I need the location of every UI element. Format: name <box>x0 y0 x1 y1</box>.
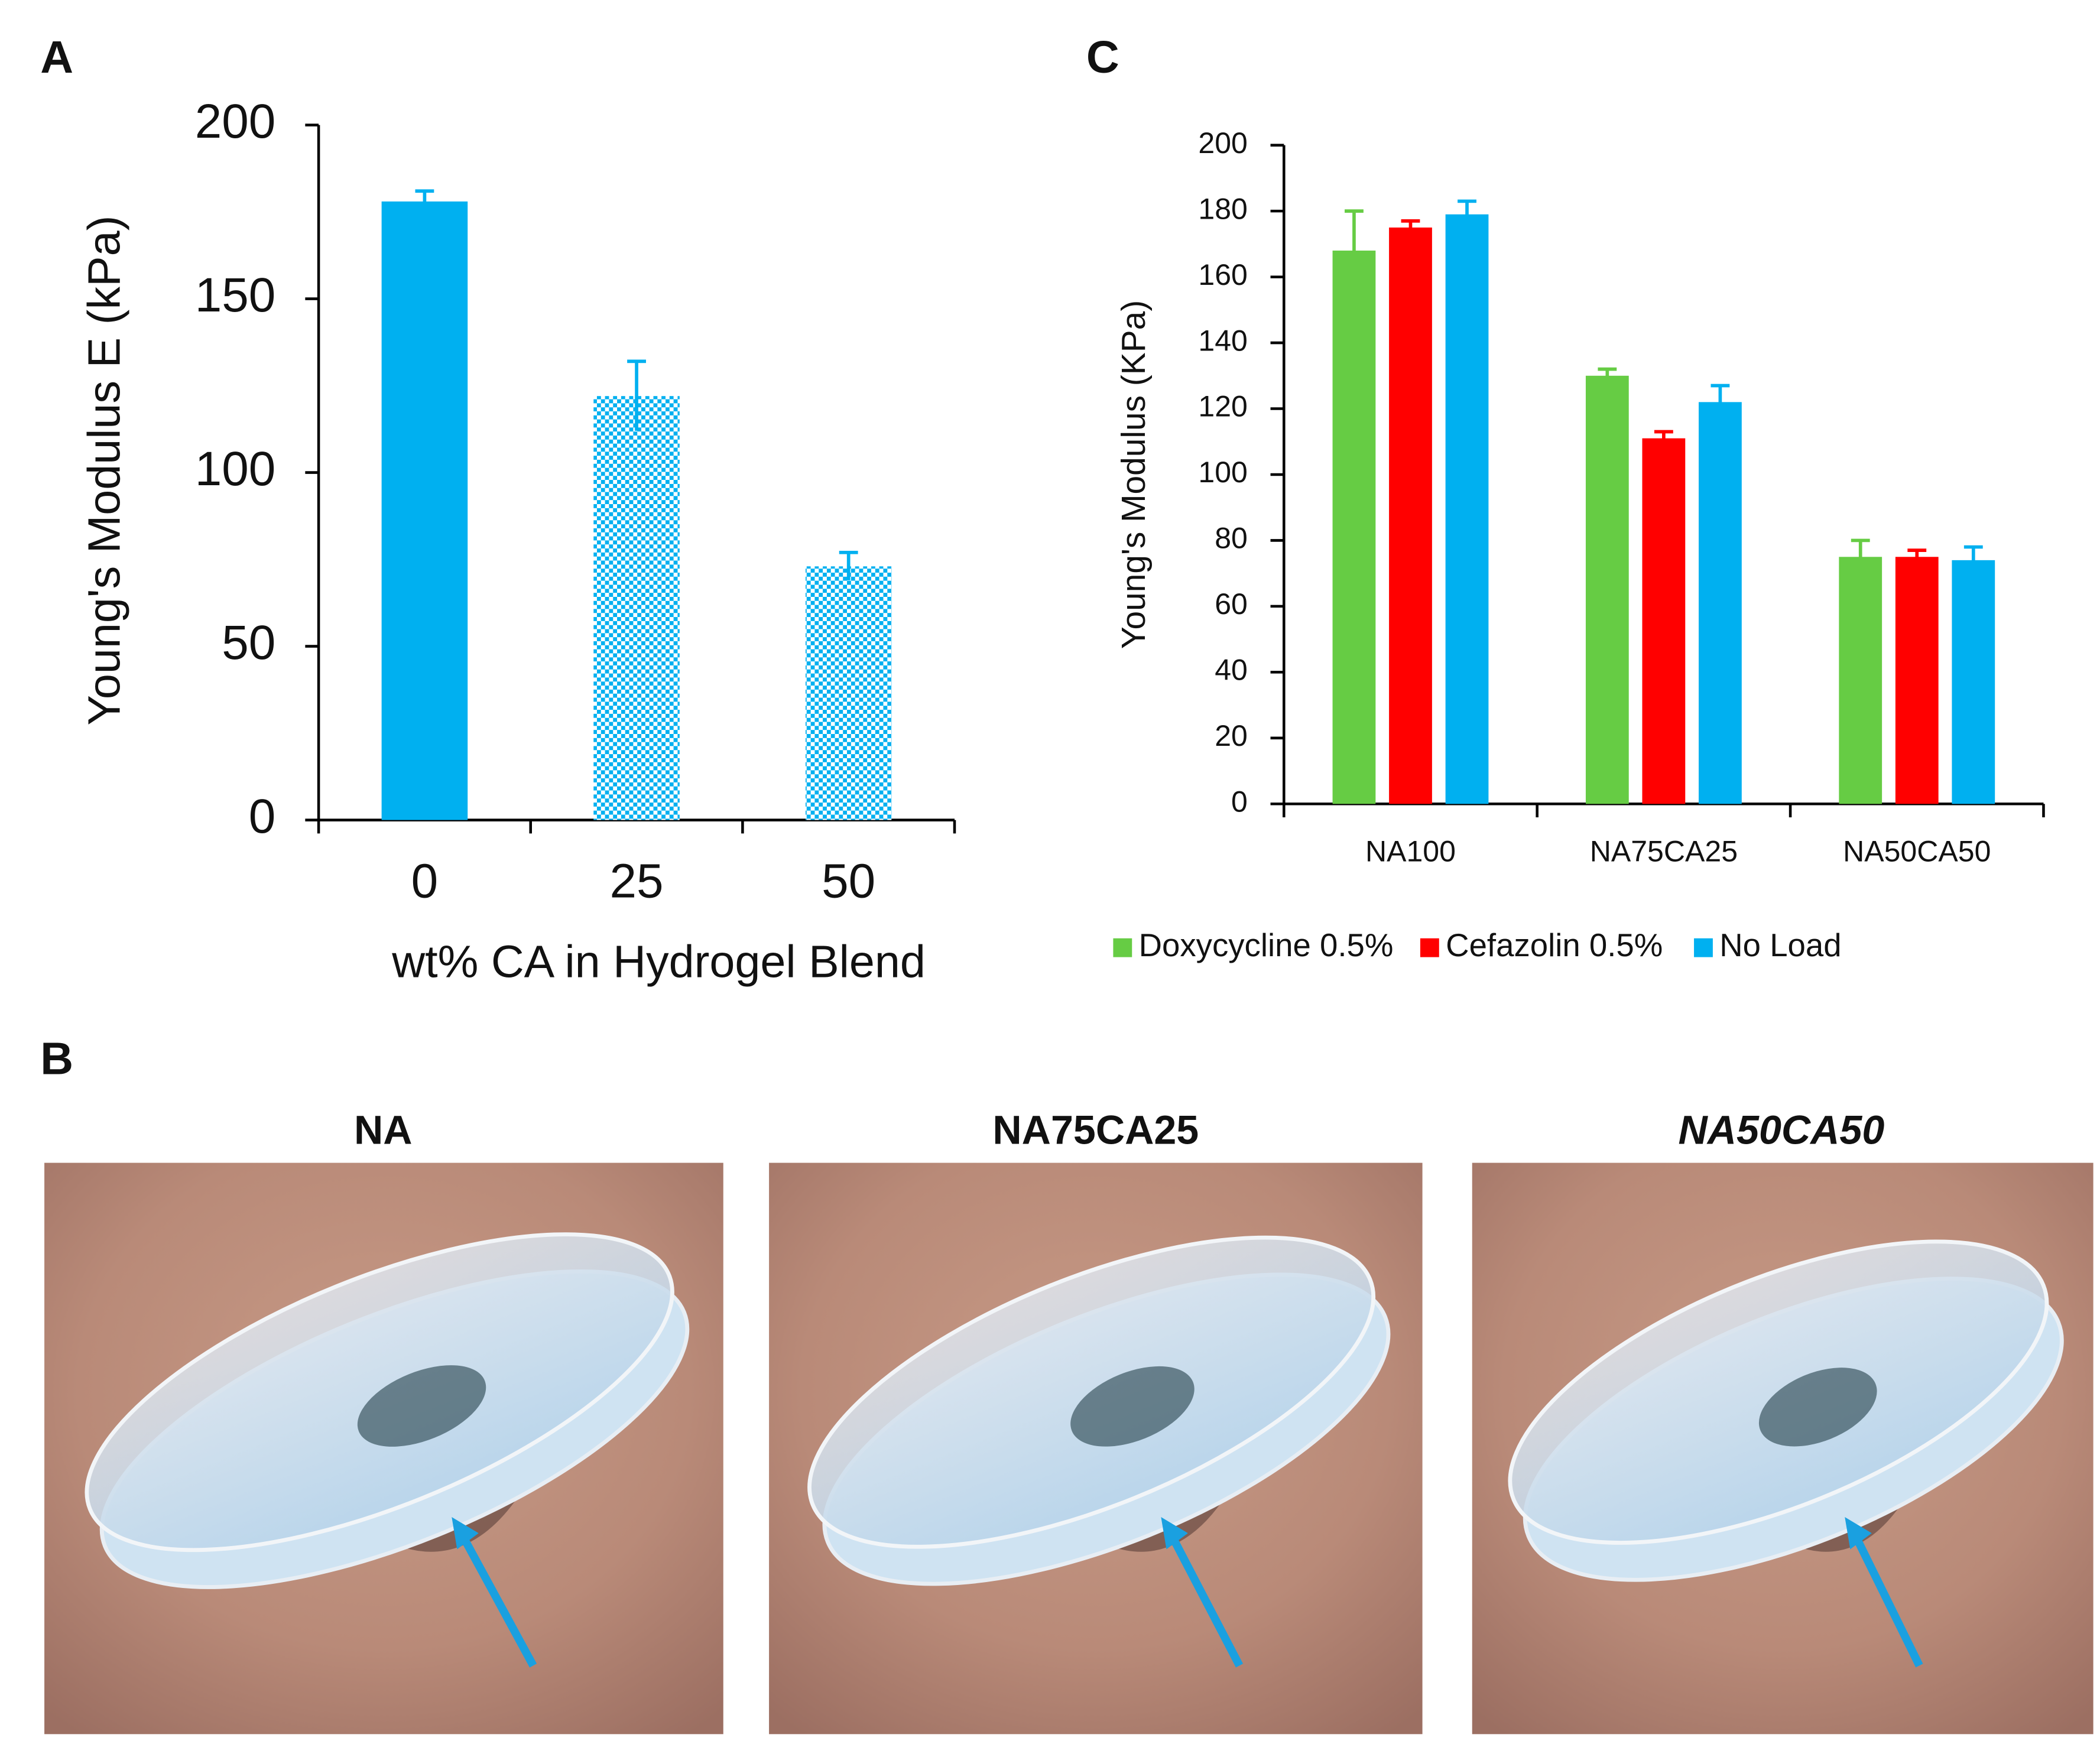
photo-caption: NA <box>354 1108 413 1153</box>
photos <box>44 1162 2093 1735</box>
bar <box>1839 557 1882 804</box>
bar <box>1952 560 1995 804</box>
bar <box>1642 438 1686 804</box>
bar <box>593 396 680 820</box>
y-tick-label: 40 <box>1215 654 1248 687</box>
x-tick-label: NA75CA25 <box>1590 835 1738 868</box>
lens <box>807 1235 1391 1586</box>
panel-label: B <box>40 1033 73 1084</box>
y-tick-label: 100 <box>195 442 276 496</box>
y-tick-label: 180 <box>1198 192 1247 225</box>
y-axis-label: Young's Modulus E (kPa) <box>79 216 129 726</box>
legend-label: No Load <box>1719 927 1841 963</box>
x-tick-label: 50 <box>822 854 875 908</box>
photo-caption: NA75CA25 <box>992 1108 1199 1153</box>
panel-label: A <box>40 32 73 83</box>
y-tick-label: 60 <box>1215 587 1248 621</box>
y-tick-label: 80 <box>1215 522 1248 555</box>
y-tick-label: 100 <box>1198 456 1247 489</box>
legend-swatch <box>1420 938 1439 957</box>
bar <box>1389 228 1432 804</box>
lens-shadow <box>357 1365 486 1447</box>
bar <box>805 566 892 820</box>
bar <box>381 201 468 820</box>
y-tick-label: 200 <box>195 95 276 148</box>
x-tick-label: 0 <box>411 854 439 908</box>
x-axis-label: wt% CA in Hydrogel Blend <box>391 937 926 988</box>
arrow-head <box>1845 1516 1872 1550</box>
lens-shadow <box>1070 1366 1195 1447</box>
x-tick-label: NA50CA50 <box>1843 835 1991 868</box>
arrow <box>456 1528 537 1668</box>
bar <box>1585 375 1629 804</box>
bar <box>1332 251 1376 804</box>
legend-label: Cefazolin 0.5% <box>1446 927 1663 963</box>
x-tick-label: NA100 <box>1365 835 1456 868</box>
bar <box>1895 557 1939 804</box>
y-tick-label: 160 <box>1198 258 1247 291</box>
arrow <box>1165 1528 1244 1668</box>
x-tick-label: 25 <box>610 854 664 908</box>
lens <box>1508 1239 2064 1582</box>
y-tick-label: 0 <box>1231 785 1248 818</box>
legend-label: Doxycycline 0.5% <box>1139 927 1394 963</box>
y-tick-label: 0 <box>249 790 276 843</box>
arrow-head <box>1161 1516 1188 1550</box>
lens-shadow <box>1758 1368 1877 1447</box>
y-axis-label: Young's Modulus (KPa) <box>1115 300 1153 649</box>
y-tick-label: 140 <box>1198 324 1247 357</box>
y-tick-label: 50 <box>222 616 275 670</box>
legend-swatch <box>1694 938 1713 957</box>
y-tick-label: 200 <box>1198 126 1247 160</box>
arrow <box>1849 1528 1923 1668</box>
arrow-head <box>452 1516 479 1550</box>
y-tick-label: 20 <box>1215 719 1248 752</box>
photo-caption: NA50CA50 <box>1678 1108 1884 1153</box>
bar <box>1699 402 1742 804</box>
lens <box>85 1232 690 1589</box>
panel-label: C <box>1086 32 1119 83</box>
legend-swatch <box>1113 938 1132 957</box>
y-tick-label: 120 <box>1198 390 1247 423</box>
bar <box>1445 214 1489 804</box>
y-tick-label: 150 <box>195 268 276 322</box>
